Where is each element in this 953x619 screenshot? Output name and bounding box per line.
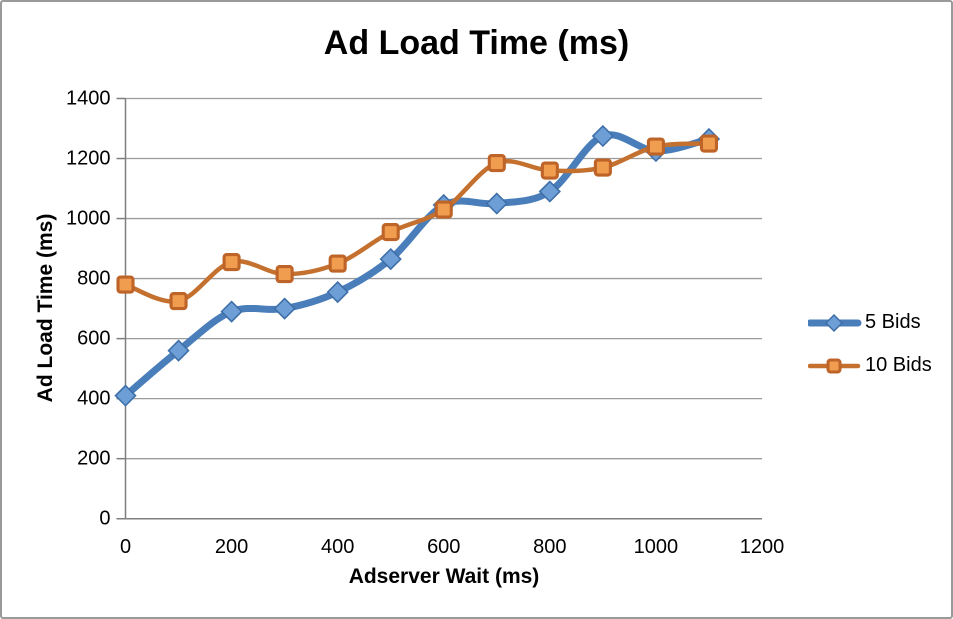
svg-text:600: 600 — [427, 536, 460, 558]
legend-item-5-bids: 5 Bids — [808, 311, 932, 334]
legend: 5 Bids 10 Bids — [808, 311, 932, 377]
svg-text:400: 400 — [77, 388, 110, 410]
legend-label: 10 Bids — [865, 354, 932, 376]
svg-text:800: 800 — [533, 536, 566, 558]
svg-text:0: 0 — [120, 536, 131, 558]
legend-item-10-bids: 10 Bids — [808, 354, 932, 377]
svg-text:1400: 1400 — [66, 88, 111, 110]
x-axis-title: Adserver Wait (ms) — [348, 565, 540, 588]
svg-text:1200: 1200 — [740, 536, 785, 558]
svg-text:1000: 1000 — [66, 208, 111, 230]
svg-text:400: 400 — [321, 536, 354, 558]
diamond-marker-icon — [808, 313, 862, 332]
y-axis-title: Ad Load Time (ms) — [34, 213, 57, 403]
chart-title: Ad Load Time (ms) — [323, 24, 630, 62]
svg-text:200: 200 — [77, 448, 110, 470]
legend-label: 5 Bids — [865, 311, 921, 333]
svg-text:1200: 1200 — [66, 148, 111, 170]
svg-text:600: 600 — [77, 328, 110, 350]
square-marker-icon — [808, 358, 861, 373]
svg-text:800: 800 — [77, 268, 110, 290]
svg-text:200: 200 — [215, 536, 248, 558]
svg-text:1000: 1000 — [634, 536, 679, 558]
svg-text:0: 0 — [99, 508, 110, 530]
